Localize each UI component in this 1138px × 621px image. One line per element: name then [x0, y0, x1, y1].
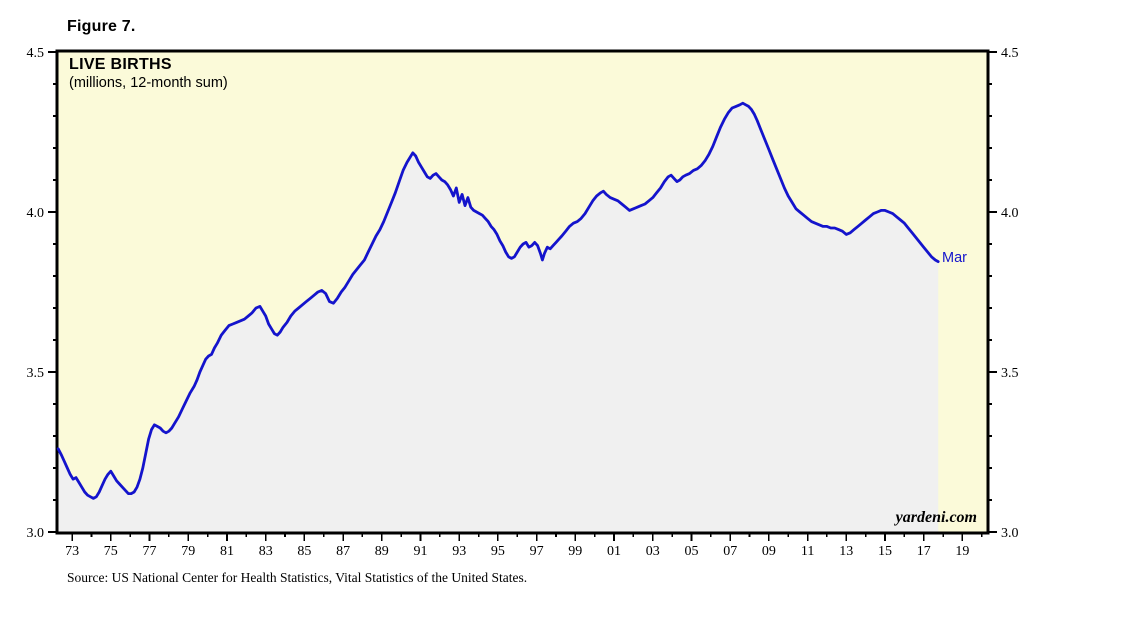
y-axis-label-right: 3.5	[1001, 366, 1019, 381]
x-axis-label: 01	[607, 544, 621, 559]
x-axis-label: 91	[414, 544, 428, 559]
x-axis-label: 79	[181, 544, 195, 559]
x-axis-label: 93	[452, 544, 466, 559]
source-note: Source: US National Center for Health St…	[67, 570, 528, 585]
y-axis-label-right: 4.5	[1001, 46, 1019, 61]
x-axis-label: 07	[723, 544, 737, 559]
y-axis-label-left: 4.5	[27, 46, 45, 61]
x-axis-label: 85	[297, 544, 311, 559]
births-area-fill	[58, 103, 939, 532]
watermark: yardeni.com	[895, 509, 977, 526]
plot-frame	[55, 49, 990, 535]
x-axis-label: 81	[220, 544, 234, 559]
y-axis-label-right: 4.0	[1001, 206, 1019, 221]
x-axis-label: 77	[143, 544, 157, 559]
series-end-label: Mar	[942, 250, 967, 266]
y-axis-label-left: 4.0	[27, 206, 45, 221]
x-axis-label: 03	[646, 544, 660, 559]
x-axis-label: 99	[568, 544, 582, 559]
x-axis-label: 05	[685, 544, 699, 559]
x-axis-label: 97	[530, 544, 544, 559]
y-axis-label-right: 3.0	[1001, 526, 1019, 541]
x-axis-label: 89	[375, 544, 389, 559]
chart-subtitle: (millions, 12-month sum)	[69, 75, 228, 91]
x-axis-label: 13	[839, 544, 853, 559]
x-axis-label: 11	[801, 544, 814, 559]
x-axis-label: 95	[491, 544, 505, 559]
x-axis-label: 15	[878, 544, 892, 559]
chart-title: LIVE BIRTHS	[69, 56, 172, 73]
x-axis-label: 17	[917, 544, 931, 559]
x-axis-label: 75	[104, 544, 118, 559]
x-axis-label: 87	[336, 544, 350, 559]
y-axis-label-left: 3.5	[27, 366, 45, 381]
births-line	[56, 101, 940, 500]
x-axis-label: 09	[762, 544, 776, 559]
x-axis-label: 73	[65, 544, 79, 559]
x-axis-label: 19	[955, 544, 969, 559]
y-axis-label-left: 3.0	[27, 526, 45, 541]
x-axis-label: 83	[259, 544, 273, 559]
figure-label: Figure 7.	[67, 18, 136, 35]
